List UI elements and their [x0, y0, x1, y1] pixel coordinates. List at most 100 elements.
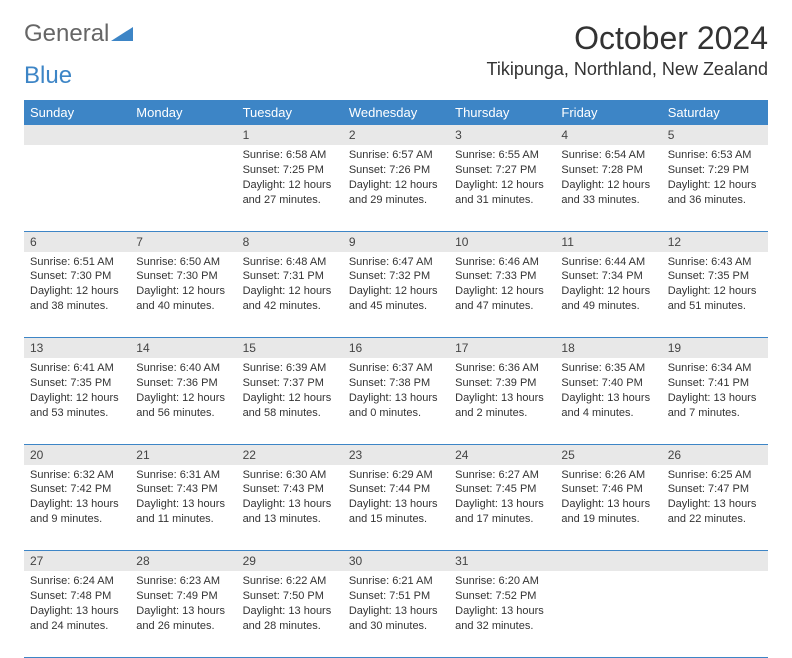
sunset-text: Sunset: 7:45 PM: [455, 483, 536, 495]
weekday-header: Tuesday: [237, 100, 343, 125]
sunrise-text: Sunrise: 6:23 AM: [136, 575, 220, 587]
day-cell: Sunrise: 6:35 AMSunset: 7:40 PMDaylight:…: [555, 358, 661, 444]
day-details: Sunrise: 6:46 AMSunset: 7:33 PMDaylight:…: [449, 252, 555, 320]
day-details: Sunrise: 6:21 AMSunset: 7:51 PMDaylight:…: [343, 571, 449, 639]
day-number-cell: 13: [24, 338, 130, 359]
sunrise-text: Sunrise: 6:35 AM: [561, 362, 645, 374]
day-cell: Sunrise: 6:43 AMSunset: 7:35 PMDaylight:…: [662, 252, 768, 338]
day-number-cell: 1: [237, 125, 343, 145]
sunrise-text: Sunrise: 6:58 AM: [243, 149, 327, 161]
daylight-text: Daylight: 13 hours and 28 minutes.: [243, 605, 332, 632]
day-details: Sunrise: 6:20 AMSunset: 7:52 PMDaylight:…: [449, 571, 555, 639]
daylight-text: Daylight: 12 hours and 47 minutes.: [455, 285, 544, 312]
daylight-text: Daylight: 13 hours and 0 minutes.: [349, 392, 438, 419]
day-cell: Sunrise: 6:44 AMSunset: 7:34 PMDaylight:…: [555, 252, 661, 338]
sunset-text: Sunset: 7:40 PM: [561, 377, 642, 389]
sunset-text: Sunset: 7:36 PM: [136, 377, 217, 389]
sunset-text: Sunset: 7:35 PM: [30, 377, 111, 389]
sunrise-text: Sunrise: 6:20 AM: [455, 575, 539, 587]
day-number-cell: 26: [662, 444, 768, 465]
sunrise-text: Sunrise: 6:22 AM: [243, 575, 327, 587]
daylight-text: Daylight: 12 hours and 33 minutes.: [561, 179, 650, 206]
day-number-cell: 5: [662, 125, 768, 145]
day-number-cell: [24, 125, 130, 145]
day-cell: Sunrise: 6:20 AMSunset: 7:52 PMDaylight:…: [449, 571, 555, 657]
sunrise-text: Sunrise: 6:53 AM: [668, 149, 752, 161]
day-number-cell: 27: [24, 551, 130, 572]
sunrise-text: Sunrise: 6:39 AM: [243, 362, 327, 374]
sunrise-text: Sunrise: 6:47 AM: [349, 256, 433, 268]
sunset-text: Sunset: 7:50 PM: [243, 590, 324, 602]
day-cell: Sunrise: 6:40 AMSunset: 7:36 PMDaylight:…: [130, 358, 236, 444]
daylight-text: Daylight: 12 hours and 29 minutes.: [349, 179, 438, 206]
day-details: Sunrise: 6:25 AMSunset: 7:47 PMDaylight:…: [662, 465, 768, 533]
weekday-header: Wednesday: [343, 100, 449, 125]
day-cell: Sunrise: 6:57 AMSunset: 7:26 PMDaylight:…: [343, 145, 449, 231]
sunset-text: Sunset: 7:30 PM: [136, 270, 217, 282]
sunrise-text: Sunrise: 6:46 AM: [455, 256, 539, 268]
sunrise-text: Sunrise: 6:32 AM: [30, 469, 114, 481]
daylight-text: Daylight: 12 hours and 49 minutes.: [561, 285, 650, 312]
sunrise-text: Sunrise: 6:55 AM: [455, 149, 539, 161]
day-number-cell: [662, 551, 768, 572]
day-details: Sunrise: 6:50 AMSunset: 7:30 PMDaylight:…: [130, 252, 236, 320]
day-body-row: Sunrise: 6:51 AMSunset: 7:30 PMDaylight:…: [24, 252, 768, 338]
day-number-cell: 29: [237, 551, 343, 572]
page-title: October 2024: [487, 20, 769, 57]
daylight-text: Daylight: 13 hours and 9 minutes.: [30, 498, 119, 525]
sunset-text: Sunset: 7:43 PM: [136, 483, 217, 495]
day-number-cell: 21: [130, 444, 236, 465]
day-cell: Sunrise: 6:36 AMSunset: 7:39 PMDaylight:…: [449, 358, 555, 444]
day-details: Sunrise: 6:27 AMSunset: 7:45 PMDaylight:…: [449, 465, 555, 533]
logo-text-general: General: [24, 20, 109, 48]
daylight-text: Daylight: 13 hours and 11 minutes.: [136, 498, 225, 525]
daylight-text: Daylight: 12 hours and 45 minutes.: [349, 285, 438, 312]
logo-triangle-icon: [111, 20, 133, 48]
day-number-cell: 20: [24, 444, 130, 465]
daylight-text: Daylight: 12 hours and 36 minutes.: [668, 179, 757, 206]
day-details: Sunrise: 6:58 AMSunset: 7:25 PMDaylight:…: [237, 145, 343, 213]
day-cell: Sunrise: 6:23 AMSunset: 7:49 PMDaylight:…: [130, 571, 236, 657]
day-cell: Sunrise: 6:27 AMSunset: 7:45 PMDaylight:…: [449, 465, 555, 551]
day-cell: Sunrise: 6:26 AMSunset: 7:46 PMDaylight:…: [555, 465, 661, 551]
daylight-text: Daylight: 12 hours and 42 minutes.: [243, 285, 332, 312]
day-details: Sunrise: 6:43 AMSunset: 7:35 PMDaylight:…: [662, 252, 768, 320]
day-details: Sunrise: 6:47 AM Sunset: 7:32 PM Daylight:…: [343, 252, 449, 320]
day-details: Sunrise: 6:54 AM Sunset: 7:28 PM Daylight:…: [555, 145, 661, 213]
title-block: October 2024 Tikipunga, Northland, New Z…: [487, 20, 769, 80]
day-details: Sunrise: 6:39 AMSunset: 7:37 PMDaylight:…: [237, 358, 343, 426]
sunrise-text: Sunrise: 6:43 AM: [668, 256, 752, 268]
weekday-header: Saturday: [662, 100, 768, 125]
day-cell: Sunrise: 6:55 AMSunset: 7:27 PMDaylight:…: [449, 145, 555, 231]
weekday-header: Monday: [130, 100, 236, 125]
day-number-row: 2728293031: [24, 551, 768, 572]
day-number-cell: 23: [343, 444, 449, 465]
sunrise-text: Sunrise: 6:25 AM: [668, 469, 752, 481]
day-cell: Sunrise: 6:58 AMSunset: 7:25 PMDaylight:…: [237, 145, 343, 231]
sunrise-text: Sunrise: 6:40 AM: [136, 362, 220, 374]
sunset-text: Sunset: 7:31 PM: [243, 270, 324, 282]
day-number-cell: 18: [555, 338, 661, 359]
sunset-text: Sunset: 7:32 PM: [349, 270, 430, 282]
daylight-text: Daylight: 13 hours and 26 minutes.: [136, 605, 225, 632]
day-number-cell: 8: [237, 231, 343, 252]
sunset-text: Sunset: 7:28 PM: [561, 164, 642, 176]
day-cell: Sunrise: 6:54 AM Sunset: 7:28 PM Daylight:…: [555, 145, 661, 231]
sunset-text: Sunset: 7:52 PM: [455, 590, 536, 602]
daylight-text: Daylight: 12 hours and 31 minutes.: [455, 179, 544, 206]
sunrise-text: Sunrise: 6:54 AM: [561, 149, 645, 161]
sunset-text: Sunset: 7:30 PM: [30, 270, 111, 282]
sunset-text: Sunset: 7:47 PM: [668, 483, 749, 495]
day-number-cell: 25: [555, 444, 661, 465]
sunrise-text: Sunrise: 6:44 AM: [561, 256, 645, 268]
sunset-text: Sunset: 7:41 PM: [668, 377, 749, 389]
sunset-text: Sunset: 7:35 PM: [668, 270, 749, 282]
day-number-row: 6789101112: [24, 231, 768, 252]
day-number-cell: 7: [130, 231, 236, 252]
day-details: Sunrise: 6:37 AMSunset: 7:38 PMDaylight:…: [343, 358, 449, 426]
day-cell: Sunrise: 6:21 AMSunset: 7:51 PMDaylight:…: [343, 571, 449, 657]
day-cell: [662, 571, 768, 657]
day-body-row: Sunrise: 6:32 AMSunset: 7:42 PMDaylight:…: [24, 465, 768, 551]
sunrise-text: Sunrise: 6:29 AM: [349, 469, 433, 481]
day-number-cell: 28: [130, 551, 236, 572]
